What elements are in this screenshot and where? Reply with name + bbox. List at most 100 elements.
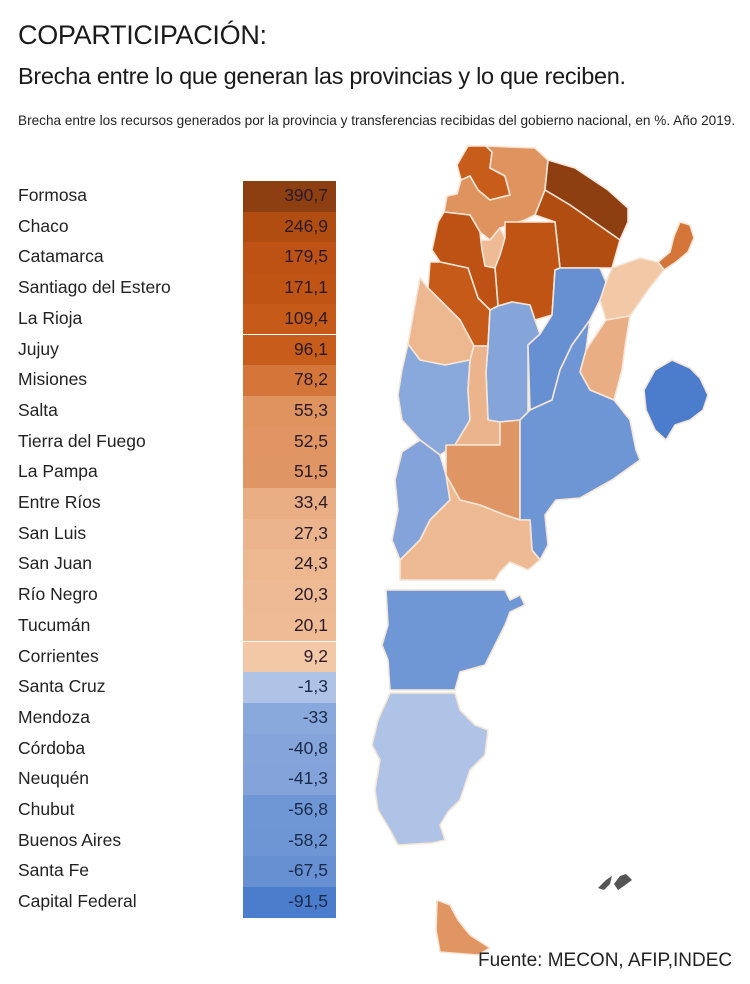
gap-value: 246,9 — [284, 215, 328, 236]
gap-value: -56,8 — [288, 799, 328, 819]
table-row: Chubut -56,8 — [0, 795, 340, 826]
province-name: Catamarca — [18, 246, 104, 267]
province-name: Formosa — [18, 185, 88, 205]
table-row: Salta 55,3 — [0, 395, 340, 427]
province-name: Río Negro — [18, 584, 98, 605]
table-row: Córdoba -40,8 — [0, 733, 340, 765]
value-cell: -1,3 — [243, 672, 336, 703]
table-row: Santa Fe -67,5 — [0, 856, 340, 888]
table-row: Chaco 246,9 — [0, 211, 340, 243]
gap-value: -91,5 — [288, 891, 328, 912]
value-cell: 9,2 — [243, 641, 336, 673]
province-name: Chubut — [18, 799, 75, 819]
map-capital — [643, 359, 709, 441]
province-name: Santiago del Estero — [18, 277, 171, 298]
province-name: San Juan — [18, 553, 92, 574]
value-cell: 24,3 — [243, 549, 336, 581]
gap-value: 51,5 — [293, 461, 328, 482]
value-cell: 33,4 — [243, 488, 336, 519]
page-title: COPARTICIPACIÓN: — [18, 20, 267, 50]
chart-description: Brecha entre los recursos generados por … — [18, 113, 736, 128]
gap-value: -40,8 — [288, 737, 328, 758]
table-row: Mendoza -33 — [0, 702, 340, 734]
map-tierradelfuego — [435, 899, 491, 956]
map-misiones — [657, 221, 695, 271]
value-cell: 246,9 — [243, 211, 336, 243]
value-cell: -40,8 — [243, 733, 336, 765]
gap-value: 55,3 — [293, 399, 328, 420]
table-row: Catamarca 179,5 — [0, 242, 340, 274]
province-name: La Pampa — [18, 461, 98, 482]
gap-value: 390,7 — [284, 185, 328, 205]
province-name: San Luis — [18, 522, 87, 543]
province-name: Neuquén — [18, 768, 90, 789]
gap-value: 171,1 — [284, 277, 328, 298]
gap-value: 20,1 — [293, 614, 328, 635]
province-name: Chaco — [18, 215, 69, 236]
table-row: Entre Ríos 33,4 — [0, 488, 340, 519]
gap-value: -41,3 — [288, 768, 328, 789]
province-name: Tucumán — [18, 614, 91, 635]
gap-value: 109,4 — [284, 307, 328, 328]
value-cell: -56,8 — [243, 795, 336, 826]
province-name: Tierra del Fuego — [18, 430, 146, 451]
table-row: Tucumán 20,1 — [0, 610, 340, 642]
source-note: Fuente: MECON, AFIP,INDEC — [478, 950, 733, 971]
province-name: Corrientes — [18, 645, 99, 666]
map-rionegro — [399, 474, 541, 581]
value-cell: 20,1 — [243, 610, 336, 642]
value-cell: 20,3 — [243, 580, 336, 611]
province-name: Santa Fe — [18, 860, 90, 881]
gap-value: 96,1 — [293, 338, 328, 359]
gap-value: 20,3 — [293, 584, 328, 605]
table-row: Buenos Aires -58,2 — [0, 825, 340, 857]
page-subtitle: Brecha entre lo que generan las provinci… — [18, 63, 626, 89]
table-row: Formosa 390,7 — [0, 181, 340, 212]
value-cell: 179,5 — [243, 242, 336, 274]
table-row: Tierra del Fuego 52,5 — [0, 426, 340, 458]
gap-value: 27,3 — [293, 522, 328, 543]
gap-value: -58,2 — [288, 829, 328, 850]
value-cell: -58,2 — [243, 825, 336, 857]
table-row: Misiones 78,2 — [0, 365, 340, 396]
value-cell: 55,3 — [243, 395, 336, 427]
value-cell: -91,5 — [243, 887, 336, 918]
gap-value: 78,2 — [293, 369, 328, 390]
province-name: Buenos Aires — [18, 829, 122, 850]
gap-value: 52,5 — [293, 430, 328, 451]
table-row: Capital Federal -91,5 — [0, 887, 340, 918]
value-cell: -67,5 — [243, 856, 336, 888]
table-row: San Juan 24,3 — [0, 549, 340, 581]
table-row: Jujuy 96,1 — [0, 334, 340, 366]
table-row: Corrientes 9,2 — [0, 641, 340, 673]
province-name: Mendoza — [18, 706, 90, 727]
province-name: La Rioja — [18, 307, 83, 328]
argentina-province-map — [371, 145, 709, 956]
gap-value: -67,5 — [288, 860, 328, 881]
value-cell: 171,1 — [243, 273, 336, 304]
value-cell: -33 — [243, 702, 336, 734]
table-row: Santiago del Estero 171,1 — [0, 273, 340, 304]
province-name: Santa Cruz — [18, 676, 106, 697]
table-row: Santa Cruz -1,3 — [0, 672, 340, 703]
value-cell: 51,5 — [243, 457, 336, 488]
gap-value: 24,3 — [293, 553, 328, 574]
value-cell: -41,3 — [243, 764, 336, 795]
gap-value: -33 — [302, 706, 328, 727]
table-row: San Luis 27,3 — [0, 518, 340, 550]
province-name: Capital Federal — [18, 891, 137, 912]
value-cell: 96,1 — [243, 334, 336, 366]
table-row: Río Negro 20,3 — [0, 580, 340, 611]
province-name: Entre Ríos — [18, 492, 101, 512]
table-row: La Pampa 51,5 — [0, 457, 340, 488]
province-name: Salta — [18, 399, 58, 420]
table-row: La Rioja 109,4 — [0, 303, 340, 335]
value-cell: 52,5 — [243, 426, 336, 458]
table-row: Neuquén -41,3 — [0, 764, 340, 795]
province-name: Córdoba — [18, 737, 86, 758]
gap-value: 9,2 — [303, 645, 328, 666]
value-cell: 109,4 — [243, 303, 336, 335]
map-santacruz — [371, 692, 489, 846]
province-name: Misiones — [18, 369, 88, 390]
value-cell: 390,7 — [243, 181, 336, 212]
